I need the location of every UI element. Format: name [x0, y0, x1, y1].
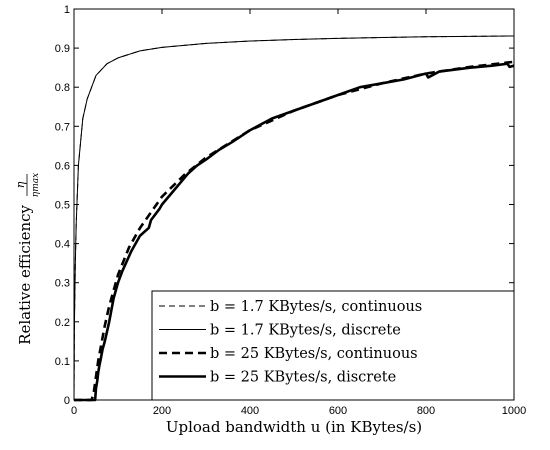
series-layer: [73, 35, 515, 402]
legend-label-1: b = 1.7 KBytes/s, continuous: [210, 299, 422, 315]
y-tick-label: 0.1: [55, 356, 70, 368]
y-tick-label: 0.7: [55, 121, 70, 133]
ticks-layer: 0 200 400 600 800 1000 0 0.1 0.2 0.3 0.4 0.5 0.6 0.7 0…: [55, 4, 527, 417]
legend: b = 1.7 KBytes/s, continuous b = 1.7 KByt…: [151, 290, 515, 401]
x-tick-label: 400: [241, 405, 259, 417]
y-tick-label: 0.8: [55, 82, 70, 94]
y-tick-label: 0.5: [55, 200, 70, 212]
legend-label-4: b = 25 KBytes/s, discrete: [210, 370, 396, 386]
y-tick-label: 1: [64, 4, 70, 16]
x-tick-label: 1000: [502, 405, 526, 417]
series-line-4: [74, 62, 515, 402]
x-tick-label: 800: [417, 405, 435, 417]
y-tick-label: 0.9: [55, 43, 70, 55]
y-axis-label-fraction-numerator: η: [14, 181, 27, 188]
y-tick-label: 0.3: [55, 278, 70, 290]
y-tick-label: 0: [64, 395, 70, 407]
y-tick-label: 0.2: [55, 317, 70, 329]
legend-box: [151, 290, 515, 401]
y-tick-label: 0.6: [55, 160, 70, 172]
y-tick-label: 0.4: [55, 239, 70, 251]
x-tick-label: 200: [153, 405, 171, 417]
y-axis-label-text: Relative efficiency: [16, 204, 34, 344]
x-tick-label: 0: [71, 405, 77, 417]
x-tick-label: 600: [329, 405, 347, 417]
legend-label-2: b = 1.7 KBytes/s, discrete: [210, 323, 401, 339]
legend-items: b = 1.7 KBytes/s, continuous b = 1.7 KByt…: [159, 299, 422, 386]
series-line-2: [73, 35, 515, 401]
x-axis-label: Upload bandwidth u (in KBytes/s): [166, 418, 422, 436]
y-axis-label-fraction-denominator: ηmax: [31, 173, 41, 197]
y-axis-label: Relative efficiency η ηmax: [14, 173, 41, 345]
legend-label-3: b = 25 KBytes/s, continuous: [210, 346, 418, 362]
